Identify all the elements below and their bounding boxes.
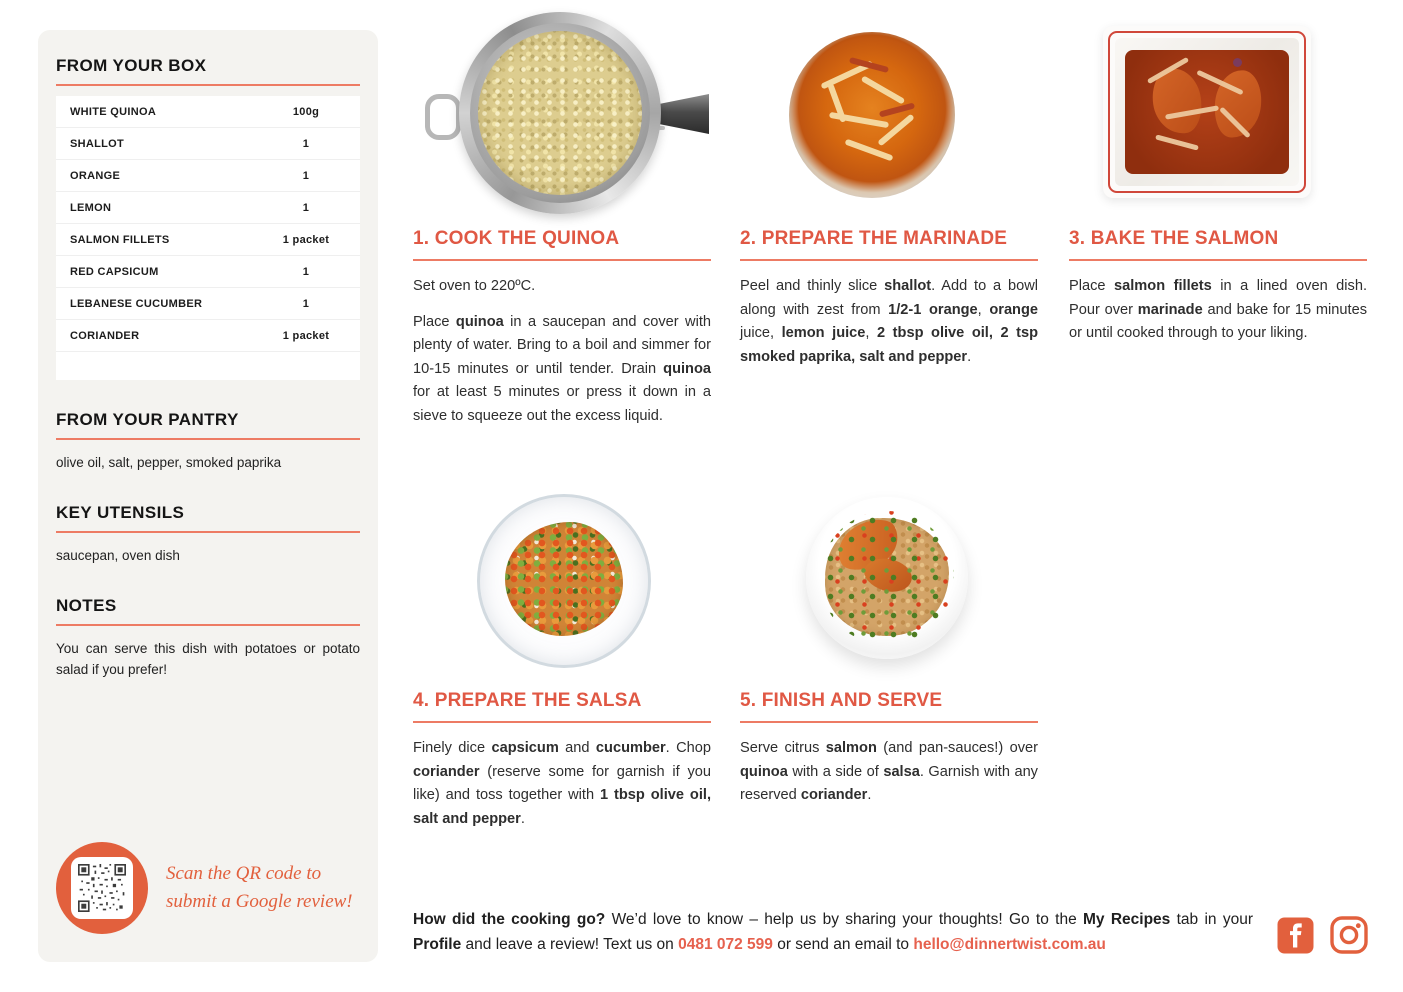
dish-rim — [1108, 31, 1306, 193]
step-3-bake-the-salmon: 3. BAKE THE SALMON Place salmon fillets … — [1069, 10, 1367, 358]
pantry-section: FROM YOUR PANTRY olive oil, salt, pepper… — [56, 410, 360, 473]
step-text: Peel and thinly slice shallot. Add to a … — [740, 278, 1039, 365]
step-title: 5. FINISH AND SERVE — [740, 690, 943, 711]
utensils-section: KEY UTENSILS saucepan, oven dish — [56, 503, 360, 566]
sidebar: FROM YOUR BOX WHITE QUINOA 100g SHALLOT … — [38, 30, 378, 962]
ingredient-row: SHALLOT 1 — [56, 128, 360, 160]
qr-code-frame — [71, 857, 133, 919]
shallot-slice — [1155, 134, 1199, 151]
utensils-title: KEY UTENSILS — [56, 503, 185, 522]
divider — [56, 438, 360, 440]
qr-review-caption: Scan the QR code to submit a Google revi… — [166, 860, 353, 915]
divider — [413, 721, 711, 723]
step-4-prepare-the-salsa: 4. PREPARE THE SALSA Finely dice capsicu… — [413, 488, 711, 843]
shallot-slice — [877, 113, 915, 147]
quinoa-texture — [478, 31, 642, 195]
ingredient-qty: 100g — [292, 105, 320, 118]
salsa-garnish — [820, 511, 954, 645]
step-title: 1. COOK THE QUINOA — [413, 228, 620, 249]
step-text: Set oven to 220ºC. — [413, 278, 536, 294]
ingredient-qty: 1 — [302, 137, 310, 150]
utensils-text: saucepan, oven dish — [56, 548, 180, 563]
onion-piece — [1233, 58, 1242, 67]
social-links — [1277, 915, 1369, 955]
step-title: 4. PREPARE THE SALSA — [413, 690, 642, 711]
step-text: Place salmon fillets in a lined oven dis… — [1069, 278, 1368, 341]
ingredient-row: ORANGE 1 — [56, 160, 360, 192]
ingredient-qty: 1 — [302, 297, 310, 310]
ingredient-row: CORIANDER 1 packet — [56, 320, 360, 352]
divider — [740, 259, 1038, 261]
photo-salsa-bowl — [413, 488, 711, 684]
step-text: Serve citrus salmon (and pan-sauces!) ov… — [740, 740, 1038, 803]
glass-bowl — [477, 494, 651, 668]
ingredient-row: LEMON 1 — [56, 192, 360, 224]
divider — [56, 624, 360, 626]
qr-review-block: Scan the QR code to submit a Google revi… — [56, 842, 353, 934]
ingredient-row: SALMON FILLETS 1 packet — [56, 224, 360, 256]
ingredient-name: RED CAPSICUM — [70, 265, 159, 278]
ingredient-row: WHITE QUINOA 100g — [56, 96, 360, 128]
shallot-slice — [860, 75, 906, 105]
divider — [56, 84, 360, 86]
sieve-handle-loop — [425, 94, 461, 140]
qr-code-icon — [78, 864, 126, 912]
ingredient-row: LEBANESE CUCUMBER 1 — [56, 288, 360, 320]
divider — [413, 259, 711, 261]
qr-caption-line1: Scan the QR code to — [166, 863, 322, 885]
step-title: 3. BAKE THE SALMON — [1069, 228, 1279, 249]
ingredients-table: WHITE QUINOA 100g SHALLOT 1 ORANGE 1 LEM… — [56, 96, 360, 380]
ingredient-qty: 1 packet — [282, 329, 330, 342]
step-2-prepare-the-marinade: 2. PREPARE THE MARINADE Peel and thinly … — [740, 10, 1038, 381]
from-your-box-title: FROM YOUR BOX — [56, 56, 207, 75]
instagram-icon[interactable] — [1329, 915, 1369, 955]
marinade-bowl — [789, 32, 955, 198]
qr-code-badge[interactable] — [56, 842, 148, 934]
notes-section: NOTES You can serve this dish with potat… — [56, 596, 360, 680]
ingredient-qty: 1 — [302, 201, 310, 214]
ingredient-qty: 1 — [302, 265, 310, 278]
ingredient-name: LEBANESE CUCUMBER — [70, 297, 203, 310]
photo-salmon-dish — [1069, 10, 1367, 222]
qr-caption-line2: submit a Google review! — [166, 891, 353, 912]
divider — [1069, 259, 1367, 261]
oven-dish — [1103, 26, 1311, 198]
ingredient-name: SHALLOT — [70, 137, 125, 150]
divider — [740, 721, 1038, 723]
pantry-text: olive oil, salt, pepper, smoked paprika — [56, 455, 282, 470]
ingredient-name: WHITE QUINOA — [70, 105, 157, 118]
step-1-cook-the-quinoa: 1. COOK THE QUINOA Set oven to 220ºC. Pl… — [413, 10, 711, 440]
photo-cooked-quinoa — [413, 10, 711, 222]
ingredient-row: RED CAPSICUM 1 — [56, 256, 360, 288]
ingredient-qty: 1 — [302, 169, 310, 182]
footer-text: How did the cooking go? We’d love to kno… — [413, 911, 1253, 953]
ingredient-qty: 1 packet — [282, 233, 330, 246]
saucepan — [459, 12, 661, 214]
step-text: Place quinoa in a saucepan and cover wit… — [413, 313, 711, 424]
ingredient-name: SALMON FILLETS — [70, 233, 170, 246]
dinner-plate — [806, 497, 968, 659]
photo-marinade-bowl — [740, 10, 1038, 222]
ingredient-name: ORANGE — [70, 169, 121, 182]
footer-feedback-note: How did the cooking go? We’d love to kno… — [413, 908, 1253, 957]
ingredient-name: CORIANDER — [70, 329, 140, 342]
step-5-finish-and-serve: 5. FINISH AND SERVE Serve citrus salmon … — [740, 488, 1038, 820]
marinade-pool — [1125, 50, 1289, 174]
ingredient-name: LEMON — [70, 201, 112, 214]
step-text: Finely dice capsicum and cucumber. Chop … — [413, 740, 711, 827]
step-title: 2. PREPARE THE MARINADE — [740, 228, 1008, 249]
pantry-title: FROM YOUR PANTRY — [56, 410, 239, 429]
photo-finished-plate — [740, 488, 1038, 684]
notes-title: NOTES — [56, 596, 117, 615]
salsa-texture — [505, 522, 623, 636]
facebook-icon[interactable] — [1277, 917, 1314, 954]
divider — [56, 531, 360, 533]
notes-text: You can serve this dish with potatoes or… — [56, 641, 360, 677]
